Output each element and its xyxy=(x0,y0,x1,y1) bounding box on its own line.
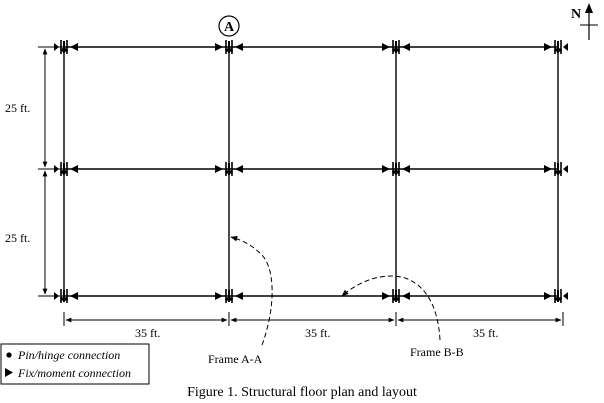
legend-box xyxy=(0,343,150,385)
node-3-4-fix-right xyxy=(563,292,568,300)
node-2-3-pin-dot-right xyxy=(396,170,400,174)
node-2-4-pin-dot-right xyxy=(558,170,562,174)
node-1-2-fix-right xyxy=(235,43,243,51)
horizontal-dimensions xyxy=(63,312,564,326)
node-3-1-pin-dot-left xyxy=(60,297,64,301)
node-3-3-pin-dot-left xyxy=(392,297,396,301)
node-3-1-pin-dot-right xyxy=(64,297,68,301)
node-1-1-pin-dot-left xyxy=(60,48,64,52)
node-2-2-pin-dot-left xyxy=(225,170,229,174)
node-3-3-pin-dot-right xyxy=(396,297,400,301)
node-3-4-fix-left xyxy=(544,292,552,300)
legend-fix-label: Fix/moment connection xyxy=(17,366,131,380)
node-2-2-pin-dot-right xyxy=(229,170,233,174)
frame-b-leader xyxy=(341,275,441,341)
node-1-1-pin-dot-right xyxy=(64,48,68,52)
figure-caption: Figure 1. Structural floor plan and layo… xyxy=(187,385,417,400)
node-2-2-fix-right xyxy=(235,165,243,173)
node-3-2-pin-dot-left xyxy=(225,297,229,301)
node-1-4-fix-left xyxy=(544,43,552,51)
frame-grid xyxy=(63,46,559,297)
frame-b-label: Frame B-B xyxy=(410,345,464,359)
grid-marker-a: A xyxy=(218,15,240,37)
node-2-3-pin-dot-left xyxy=(392,170,396,174)
node-2-3-fix-left xyxy=(382,165,390,173)
node-1-3-fix-right xyxy=(402,43,410,51)
node-1-3-pin-dot-right xyxy=(396,48,400,52)
node-2-1-pin-dot-left xyxy=(60,170,64,174)
node-2-3-fix-right xyxy=(402,165,410,173)
node-2-2-fix-left xyxy=(215,165,223,173)
vertical-dimensions xyxy=(38,46,70,297)
frame-a-label: Frame A-A xyxy=(208,352,263,366)
connection-symbols xyxy=(54,40,568,303)
north-arrow: N xyxy=(571,3,598,40)
node-3-4-pin-dot-left xyxy=(554,297,558,301)
node-3-3-fix-left xyxy=(382,292,390,300)
node-1-3-pin-dot-left xyxy=(392,48,396,52)
legend-pin-symbol xyxy=(6,352,12,358)
node-3-2-pin-dot-right xyxy=(229,297,233,301)
grid-marker-label: A xyxy=(224,20,235,35)
node-1-1-fix-right xyxy=(70,43,78,51)
node-3-1-fix-right xyxy=(70,292,78,300)
legend-fix-symbol xyxy=(5,368,13,377)
node-3-4-pin-dot-right xyxy=(558,297,562,301)
legend: Pin/hinge connection Fix/moment connecti… xyxy=(0,343,150,385)
node-2-1-fix-right xyxy=(70,165,78,173)
node-3-2-fix-right xyxy=(235,292,243,300)
node-1-4-pin-dot-left xyxy=(554,48,558,52)
node-1-2-pin-dot-right xyxy=(229,48,233,52)
node-2-1-pin-dot-right xyxy=(64,170,68,174)
dim-label-bay-2: 35 ft. xyxy=(305,326,330,340)
dim-label-vertical-upper: 25 ft. xyxy=(5,101,30,115)
dim-label-bay-1: 35 ft. xyxy=(135,326,160,340)
dim-label-vertical-lower: 25 ft. xyxy=(5,231,30,245)
node-1-2-fix-left xyxy=(215,43,223,51)
node-1-3-fix-left xyxy=(382,43,390,51)
node-3-3-fix-right xyxy=(402,292,410,300)
frame-a-leader xyxy=(230,235,273,346)
node-1-4-fix-right xyxy=(563,43,568,51)
grid-marker-circle xyxy=(218,15,240,37)
legend-pin-label: Pin/hinge connection xyxy=(17,348,120,362)
north-arrow-head xyxy=(585,3,593,13)
node-2-4-fix-left xyxy=(544,165,552,173)
north-label: N xyxy=(571,7,581,22)
node-1-2-pin-dot-left xyxy=(225,48,229,52)
node-2-4-pin-dot-left xyxy=(554,170,558,174)
node-3-2-fix-left xyxy=(215,292,223,300)
node-2-4-fix-right xyxy=(563,165,568,173)
node-1-4-pin-dot-right xyxy=(558,48,562,52)
dim-label-bay-3: 35 ft. xyxy=(473,326,498,340)
